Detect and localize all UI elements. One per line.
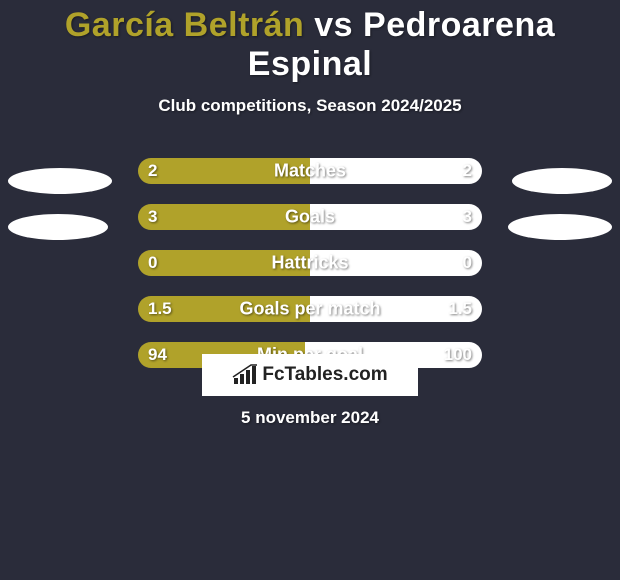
badge-ellipse	[508, 214, 612, 240]
logo-box: FcTables.com	[202, 354, 418, 396]
bar-fill-right	[310, 204, 482, 230]
badge-ellipse	[512, 168, 612, 194]
stat-bar: 0 0 Hattricks	[138, 250, 482, 276]
stat-value-right: 0	[463, 253, 472, 273]
badge-right	[512, 168, 612, 194]
stat-bar: 2 2 Matches	[138, 158, 482, 184]
stat-value-right: 3	[463, 207, 472, 227]
stat-value-left: 0	[148, 253, 157, 273]
barchart-icon	[232, 364, 258, 386]
badge-right	[508, 214, 612, 240]
stat-value-left: 3	[148, 207, 157, 227]
badge-left	[8, 214, 108, 240]
page-title: García Beltrán vs Pedroarena Espinal	[0, 0, 620, 84]
stat-value-right: 100	[444, 345, 472, 365]
stat-bar: 3 3 Goals	[138, 204, 482, 230]
badge-ellipse	[8, 214, 108, 240]
stat-value-left: 94	[148, 345, 167, 365]
stat-label: Goals per match	[239, 299, 380, 320]
stat-label: Matches	[274, 161, 346, 182]
subtitle: Club competitions, Season 2024/2025	[0, 96, 620, 116]
stat-value-left: 1.5	[148, 299, 172, 319]
logo-brand: FcTables.com	[262, 364, 387, 386]
date-text: 5 november 2024	[241, 408, 379, 428]
stat-value-left: 2	[148, 161, 157, 181]
stat-row: 1.5 1.5 Goals per match	[0, 296, 620, 342]
stat-label: Goals	[285, 207, 335, 228]
badge-left	[8, 168, 112, 194]
title-vs: vs	[314, 6, 353, 44]
stat-bar: 1.5 1.5 Goals per match	[138, 296, 482, 322]
badge-ellipse	[8, 168, 112, 194]
stat-row: 2 2 Matches	[0, 158, 620, 204]
title-left-name: García Beltrán	[65, 6, 304, 44]
stat-label: Hattricks	[271, 253, 348, 274]
stat-row: 3 3 Goals	[0, 204, 620, 250]
stat-value-right: 1.5	[448, 299, 472, 319]
stat-row: 0 0 Hattricks	[0, 250, 620, 296]
stat-value-right: 2	[463, 161, 472, 181]
